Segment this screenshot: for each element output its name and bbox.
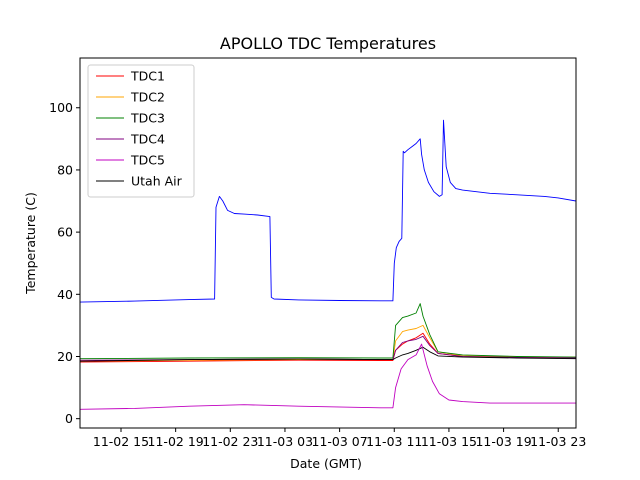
- x-axis-label: Date (GMT): [290, 456, 362, 471]
- x-tick-label: 11-03 07: [312, 434, 368, 449]
- x-tick-label: 11-03 23: [530, 434, 586, 449]
- plot-frame: [79, 57, 577, 429]
- legend: TDC1 TDC2 TDC3 TDC4 TDC5 Utah Air: [87, 64, 195, 198]
- legend-label: TDC5: [130, 153, 165, 168]
- y-tick-label: 40: [57, 287, 73, 302]
- y-tick-label: 20: [57, 349, 73, 364]
- y-tick-label: 0: [65, 411, 73, 426]
- y-tick-label: 80: [57, 162, 73, 177]
- legend-label: Utah Air: [131, 174, 183, 189]
- x-tick-label: 11-03 19: [475, 434, 531, 449]
- x-tick-label: 11-02 19: [148, 434, 204, 449]
- x-tick-label: 11-03 03: [257, 434, 313, 449]
- legend-box: [87, 64, 195, 198]
- x-tick-label: 11-03 15: [421, 434, 477, 449]
- legend-label: TDC3: [130, 111, 165, 126]
- legend-label: TDC4: [130, 132, 165, 147]
- x-tick-label: 11-03 11: [366, 434, 422, 449]
- series-layer: [80, 119, 576, 410]
- x-tick-label: 11-02 15: [93, 434, 149, 449]
- series-line-utah-air-enclosure-unlabeled-blue-trace: [80, 119, 576, 303]
- x-tick-label: 11-02 23: [202, 434, 258, 449]
- y-tick-label: 60: [57, 225, 73, 240]
- series-line-utah-air: [80, 346, 576, 362]
- y-tick-label: 100: [49, 100, 73, 115]
- chart-title: APOLLO TDC Temperatures: [220, 34, 436, 53]
- series-line-tdc5: [80, 343, 576, 410]
- legend-label: TDC1: [130, 69, 165, 84]
- y-axis-label: Temperature (C): [23, 192, 38, 295]
- series-line-tdc3: [80, 303, 576, 360]
- legend-label: TDC2: [130, 90, 165, 105]
